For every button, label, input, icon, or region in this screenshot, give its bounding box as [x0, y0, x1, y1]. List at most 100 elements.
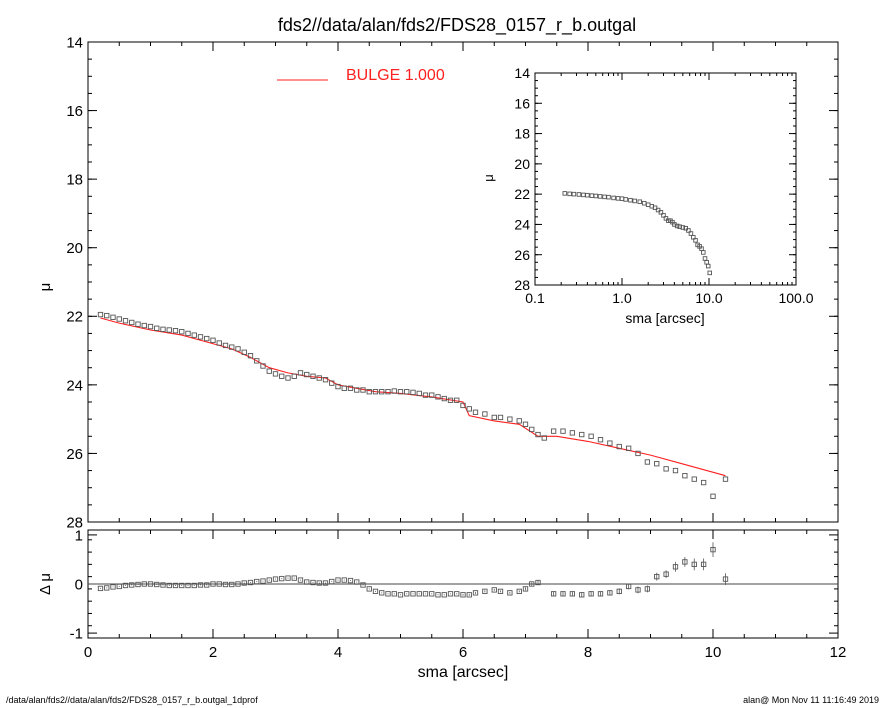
- data-point: [710, 493, 716, 499]
- x-tick-label: 100.0: [778, 290, 813, 306]
- data-point: [397, 389, 404, 395]
- y-tick-label: -1: [70, 625, 83, 642]
- inset-panel: 14 16 18 20 22 24 26 280.1 1.0 10.0 100.0 μ sma [a…: [481, 65, 814, 326]
- data-point: [635, 450, 641, 457]
- data-point: [416, 390, 422, 397]
- data-point: [702, 256, 708, 261]
- data-point: [179, 329, 185, 335]
- data-point: [683, 225, 688, 231]
- data-point: [154, 325, 160, 331]
- footer-file-path: /data/alan/fds2//data/alan/fds2/FDS28_01…: [6, 695, 258, 705]
- data-point: [560, 591, 566, 597]
- data-point: [645, 202, 651, 207]
- data-point: [682, 559, 688, 565]
- data-point: [341, 385, 347, 391]
- data-point: [335, 577, 341, 583]
- y-tick-label: 14: [514, 65, 530, 81]
- data-point: [210, 581, 216, 587]
- data-point: [654, 461, 660, 467]
- data-point: [279, 373, 285, 379]
- data-point: [597, 591, 604, 597]
- footer-user-timestamp: alan@ Mon Nov 11 11:16:49 2019: [743, 695, 879, 705]
- data-point: [454, 397, 460, 403]
- data-point: [291, 575, 297, 581]
- data-point: [197, 334, 204, 340]
- y-tick-label: 1: [75, 527, 83, 544]
- data-point: [581, 192, 586, 198]
- data-point: [682, 473, 688, 479]
- y-tick-label: 16: [66, 103, 83, 120]
- data-point: [422, 591, 429, 597]
- residuals-x-axis-label: sma [arcsec]: [418, 664, 509, 681]
- data-point: [397, 592, 404, 598]
- data-point: [285, 575, 291, 581]
- data-point: [304, 579, 310, 585]
- data-point: [507, 416, 513, 422]
- data-point: [110, 314, 116, 320]
- data-point: [185, 330, 191, 337]
- data-point: [529, 581, 535, 587]
- data-point: [529, 426, 535, 433]
- data-point: [579, 592, 585, 598]
- data-point: [576, 192, 582, 197]
- data-point: [672, 467, 679, 474]
- data-point: [97, 311, 104, 318]
- data-point: [241, 349, 247, 355]
- data-point: [680, 225, 686, 230]
- data-point: [707, 270, 712, 276]
- data-point: [705, 263, 711, 269]
- data-point: [644, 586, 651, 592]
- data-point: [454, 591, 460, 597]
- data-point: [241, 580, 247, 586]
- data-point: [216, 581, 222, 587]
- data-point: [691, 476, 697, 482]
- data-point: [110, 584, 116, 590]
- data-point: [541, 435, 547, 441]
- data-point: [204, 582, 210, 588]
- inset-y-axis-label: μ: [481, 174, 496, 182]
- data-point: [347, 385, 354, 391]
- y-tick-label: 22: [66, 309, 83, 326]
- data-point: [641, 200, 647, 206]
- data-point: [593, 193, 599, 199]
- data-point: [654, 573, 660, 580]
- data-point: [429, 392, 435, 398]
- data-point: [404, 591, 410, 597]
- data-point: [360, 387, 366, 393]
- data-point: [366, 389, 372, 395]
- residuals-panel: 10-10 2 4 6 8 10 12 Δ μ sma [arcsec]: [37, 527, 846, 681]
- data-point: [491, 414, 497, 421]
- data-point: [297, 370, 304, 376]
- data-point: [602, 194, 607, 200]
- data-point: [416, 591, 422, 597]
- data-point: [304, 371, 310, 378]
- data-point: [141, 581, 147, 587]
- inset-plot-marks: 14 16 18 20 22 24 26 280.1 1.0 10.0 100.0: [514, 65, 813, 306]
- data-point: [222, 581, 229, 588]
- data-point: [516, 418, 522, 424]
- data-point: [466, 592, 472, 598]
- data-point: [129, 582, 135, 588]
- data-point: [460, 402, 466, 409]
- data-point: [663, 466, 669, 472]
- data-point: [447, 591, 454, 597]
- data-point: [571, 191, 577, 197]
- data-point: [585, 192, 590, 198]
- data-point: [160, 582, 166, 588]
- x-tick-label: 4: [334, 644, 342, 661]
- data-point: [279, 575, 285, 582]
- data-point: [310, 373, 316, 379]
- data-point: [322, 580, 329, 586]
- data-point: [652, 205, 658, 211]
- data-point: [247, 579, 254, 586]
- data-point: [147, 323, 154, 330]
- data-point: [316, 375, 322, 381]
- data-point: [597, 437, 604, 443]
- data-point: [385, 591, 391, 597]
- x-tick-label: 2: [209, 644, 217, 661]
- data-point: [247, 353, 254, 359]
- data-point: [410, 591, 416, 597]
- data-point: [147, 581, 154, 587]
- y-tick-label: 20: [66, 240, 83, 257]
- data-point: [435, 394, 441, 400]
